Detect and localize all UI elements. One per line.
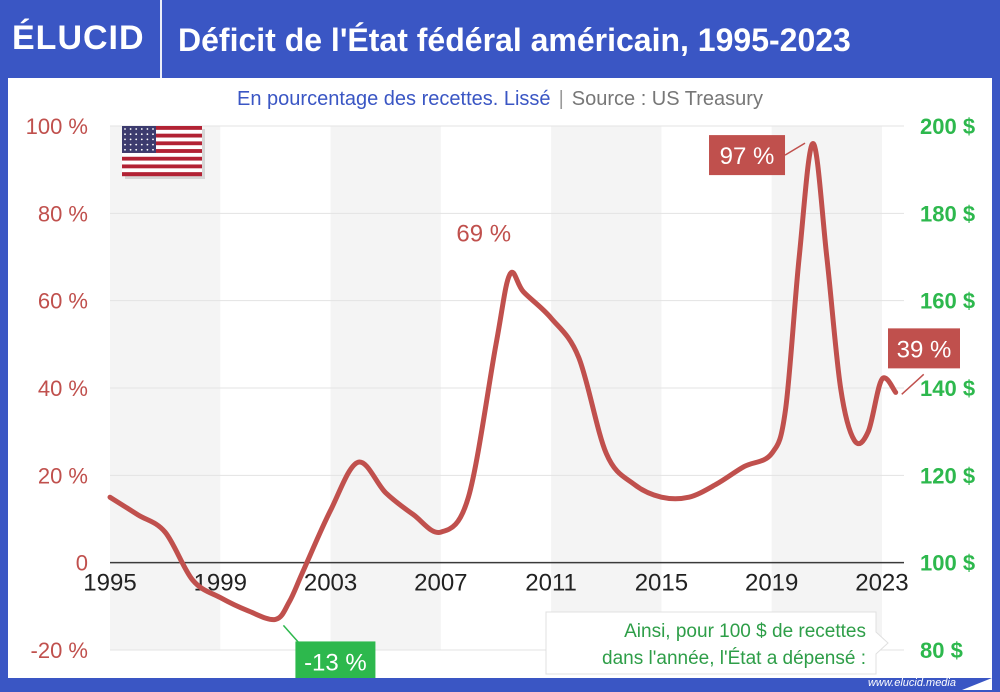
source-text: Source : US Treasury bbox=[571, 88, 763, 110]
annotation-leader bbox=[784, 142, 806, 156]
x-tick-label: 2023 bbox=[855, 570, 908, 597]
series-line bbox=[107, 141, 899, 623]
brand-logo: ÉLUCID bbox=[12, 19, 145, 57]
subtitle-separator: | bbox=[558, 88, 564, 110]
header-bar: ÉLUCID Déficit de l'État fédéral américa… bbox=[0, 0, 1000, 78]
y-right-tick-label: 140 $ bbox=[920, 376, 975, 401]
annotation-last-label: 39 % bbox=[897, 336, 952, 363]
chart-title: Déficit de l'État fédéral américain, 199… bbox=[178, 22, 851, 58]
elucid-mark-icon bbox=[962, 678, 992, 690]
x-tick-label: 2011 bbox=[525, 570, 577, 597]
y-left-tick-label: 60 % bbox=[38, 289, 88, 314]
annotation-last-label-box bbox=[888, 328, 960, 369]
footer-url: www.elucid.media bbox=[867, 677, 956, 689]
y-right-tick-label: 200 $ bbox=[920, 114, 975, 139]
chart-subtitle: En pourcentage des recettes. Lissé | Sourc… bbox=[8, 86, 992, 112]
x-tick-label: 1999 bbox=[194, 570, 247, 597]
note-text-line: dans l'année, l'État a dépensé : bbox=[602, 648, 866, 669]
us-flag-icon bbox=[122, 126, 205, 179]
chart-panel: En pourcentage des recettes. Lissé | Sourc… bbox=[8, 78, 992, 678]
y-left-tick-label: 80 % bbox=[38, 201, 88, 226]
note-callout-box bbox=[545, 611, 889, 675]
x-tick-label: 2019 bbox=[745, 570, 798, 597]
annotation-high-label: 69 % bbox=[456, 220, 511, 247]
annotation-peak-label: 97 % bbox=[720, 143, 775, 170]
x-tick-label: 2007 bbox=[414, 570, 467, 597]
y-left-tick-label: 100 % bbox=[26, 114, 88, 139]
annotation-low-label: -13 % bbox=[304, 649, 367, 676]
y-left-tick-label: 0 bbox=[76, 551, 88, 576]
annotation-leader bbox=[901, 373, 925, 395]
annotation-low-label-box bbox=[295, 641, 376, 678]
y-left-tick-label: -20 % bbox=[31, 638, 88, 663]
y-right-tick-label: 160 $ bbox=[920, 289, 975, 314]
subtitle-text: En pourcentage des recettes. Lissé bbox=[237, 88, 551, 110]
y-right-tick-label: 80 $ bbox=[920, 638, 963, 663]
annotation-peak-label-box bbox=[709, 135, 786, 176]
y-left-tick-label: 40 % bbox=[38, 376, 88, 401]
header-divider bbox=[160, 0, 162, 78]
y-right-tick-label: 100 $ bbox=[920, 551, 975, 576]
x-tick-label: 2003 bbox=[304, 570, 357, 597]
x-tick-label: 2015 bbox=[635, 570, 688, 597]
y-right-tick-label: 180 $ bbox=[920, 201, 975, 226]
y-right-tick-label: 120 $ bbox=[920, 463, 975, 488]
annotation-leader bbox=[282, 624, 300, 644]
note-text-line: Ainsi, pour 100 $ de recettes bbox=[624, 621, 866, 642]
deficit-line-chart: 100 % 80 % 60 % 40 % 20 % 0 -20 % 200 $ 180 $ 160… bbox=[26, 114, 975, 678]
y-left-tick-label: 20 % bbox=[38, 463, 88, 488]
x-tick-label: 1995 bbox=[83, 570, 136, 597]
